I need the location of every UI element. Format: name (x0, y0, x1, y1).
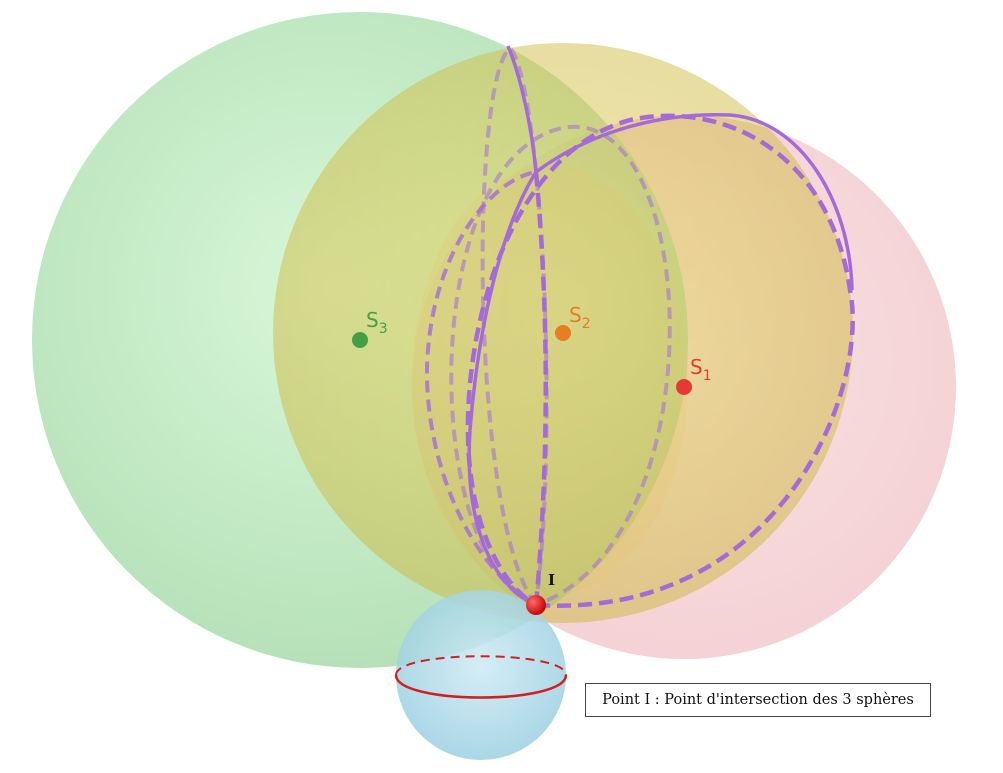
sphere-small-blue (396, 590, 566, 760)
point-i-marker (526, 595, 546, 615)
intersection-circle-s1-s2-back (449, 124, 672, 608)
center-s2-marker (555, 325, 571, 341)
equator-front (394, 674, 568, 699)
equator-back (395, 655, 567, 676)
intersection-arc-upper-right (534, 112, 854, 291)
inner-lens (412, 165, 688, 595)
intersection-curve-vertical-dashed (533, 171, 549, 606)
caption-text: Point I : Point d'intersection des 3 sph… (602, 692, 914, 708)
intersection-arc-top (506, 45, 538, 173)
label-s1: S1 (690, 355, 712, 384)
label-s2: S2 (569, 303, 591, 332)
center-s3-marker (352, 332, 368, 348)
center-s1-marker (676, 379, 692, 395)
caption-box: Point I : Point d'intersection des 3 sph… (585, 683, 931, 717)
label-point-i: I (548, 571, 555, 589)
intersection-arc-front-left (467, 171, 538, 607)
intersection-curve-left-dashed (425, 170, 538, 607)
label-s3: S3 (366, 308, 388, 337)
